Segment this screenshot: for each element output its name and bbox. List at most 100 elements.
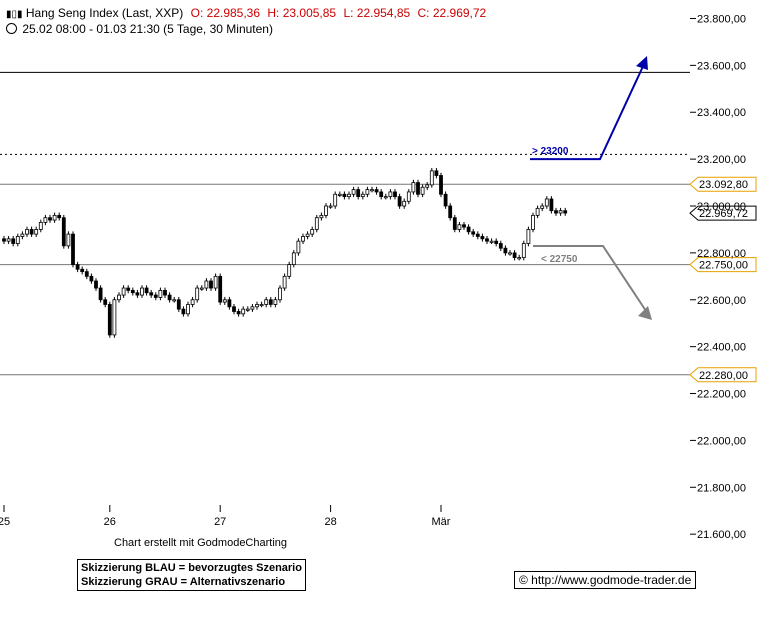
candle-body xyxy=(452,217,457,230)
y-tick-label: 23.800,00 xyxy=(697,13,746,25)
blue-scenario-arrow xyxy=(530,61,646,161)
candle-body xyxy=(489,240,494,243)
candle-body xyxy=(282,275,287,289)
candle-body xyxy=(549,198,554,212)
high-value: H: 23.005,85 xyxy=(267,6,337,20)
candle-body xyxy=(319,214,324,219)
candle-body xyxy=(379,191,384,198)
copyright-link[interactable]: © http://www.godmode-trader.de xyxy=(514,571,697,589)
candle-body xyxy=(98,287,103,301)
candle-body xyxy=(544,198,549,207)
y-tick-label: 22.600,00 xyxy=(697,295,746,307)
candle-body xyxy=(535,207,540,216)
low-value: L: 22.954,85 xyxy=(343,6,411,20)
candle-body xyxy=(61,217,66,247)
candle-body xyxy=(11,238,16,244)
candle-body xyxy=(475,233,480,237)
candle-body xyxy=(273,299,278,305)
candle-body xyxy=(278,287,282,301)
candle-body xyxy=(291,252,296,266)
blue-arrow-head xyxy=(636,56,648,70)
candle-body xyxy=(75,264,80,270)
legend-line-blue: Skizzierung BLAU = bevorzugtes Szenario xyxy=(81,562,302,574)
candle-body xyxy=(383,196,388,199)
x-tick-label: 28 xyxy=(324,516,336,528)
candle-body xyxy=(172,299,177,302)
candle-body xyxy=(140,287,144,296)
candle-body xyxy=(333,193,338,207)
gray-scenario-label: < 22750 xyxy=(541,254,578,265)
candle-body xyxy=(397,196,402,207)
candle-body xyxy=(411,182,416,193)
candle-body xyxy=(84,271,89,277)
candle-body xyxy=(94,280,98,289)
candle-body xyxy=(158,289,163,298)
candle-body xyxy=(209,280,213,289)
candle-body xyxy=(388,191,393,198)
candle-body xyxy=(227,299,232,308)
candle-body xyxy=(503,247,508,254)
candle-body xyxy=(204,280,209,289)
candle-body xyxy=(337,193,342,196)
last-price-tag xyxy=(689,205,757,221)
y-tick-label: 22.800,00 xyxy=(697,248,746,260)
level-label: 23.092,80 xyxy=(699,179,748,191)
level-label: 22.280,00 xyxy=(699,370,748,382)
candle-body xyxy=(301,236,305,242)
candle-body xyxy=(296,240,301,254)
candle-body xyxy=(199,287,204,290)
candle-body xyxy=(6,238,11,242)
candle-body xyxy=(494,240,499,244)
candle-body xyxy=(429,170,434,186)
period-text: 25.02 08:00 - 01.03 21:30 (5 Tage, 30 Mi… xyxy=(22,22,273,36)
candle-body xyxy=(176,299,181,310)
legend-line-gray: Skizzierung GRAU = Alternativszenario xyxy=(81,576,286,588)
candle-body xyxy=(126,287,131,291)
x-axis: 25 26 27 28 Mär xyxy=(0,505,451,528)
scenario-arrows: > 23200 < 22750 xyxy=(530,56,652,320)
candle-body xyxy=(540,205,545,209)
candle-body xyxy=(356,189,361,198)
candle-body xyxy=(512,252,517,258)
candle-body xyxy=(287,264,292,277)
candle-body xyxy=(34,229,39,235)
candle-body xyxy=(232,306,236,312)
candle-body xyxy=(480,236,485,240)
candle-body xyxy=(255,304,259,308)
candle-body xyxy=(563,210,568,214)
candle-body xyxy=(117,294,121,301)
candle-body xyxy=(498,243,503,249)
candle-body xyxy=(310,229,315,235)
y-tick-label: 22.400,00 xyxy=(697,342,746,354)
candle-body xyxy=(103,299,108,305)
candle-body xyxy=(181,308,186,315)
candle-body xyxy=(521,243,526,258)
y-tick-label: 23.400,00 xyxy=(697,107,746,119)
candle-body xyxy=(38,222,43,230)
x-tick-label: 27 xyxy=(214,516,226,528)
x-tick-label: 26 xyxy=(104,516,116,528)
levels-layer: 23.092,80 22.750,00 22.280,00 xyxy=(0,71,757,383)
candle-body xyxy=(342,193,347,198)
candle-body xyxy=(517,257,522,260)
candle-body xyxy=(163,289,167,296)
candle-body xyxy=(213,275,218,289)
candle-body xyxy=(186,304,190,315)
candle-body xyxy=(268,299,273,305)
candle-body xyxy=(190,299,195,305)
candle-body xyxy=(508,252,512,255)
candle-body xyxy=(448,205,453,219)
level-label-tag xyxy=(689,176,757,192)
candle-body xyxy=(195,287,200,301)
candle-body xyxy=(264,299,269,305)
candle-body xyxy=(130,289,135,294)
candle-body xyxy=(57,214,62,219)
period-line: 25.02 08:00 - 01.03 21:30 (5 Tage, 30 Mi… xyxy=(6,22,273,36)
candle-body xyxy=(52,214,57,221)
candle-body xyxy=(43,217,48,223)
candle-body xyxy=(29,229,34,235)
credit-text: Chart erstellt mit GodmodeCharting xyxy=(114,537,288,549)
candle-body xyxy=(328,205,333,208)
candle-body xyxy=(236,311,241,315)
